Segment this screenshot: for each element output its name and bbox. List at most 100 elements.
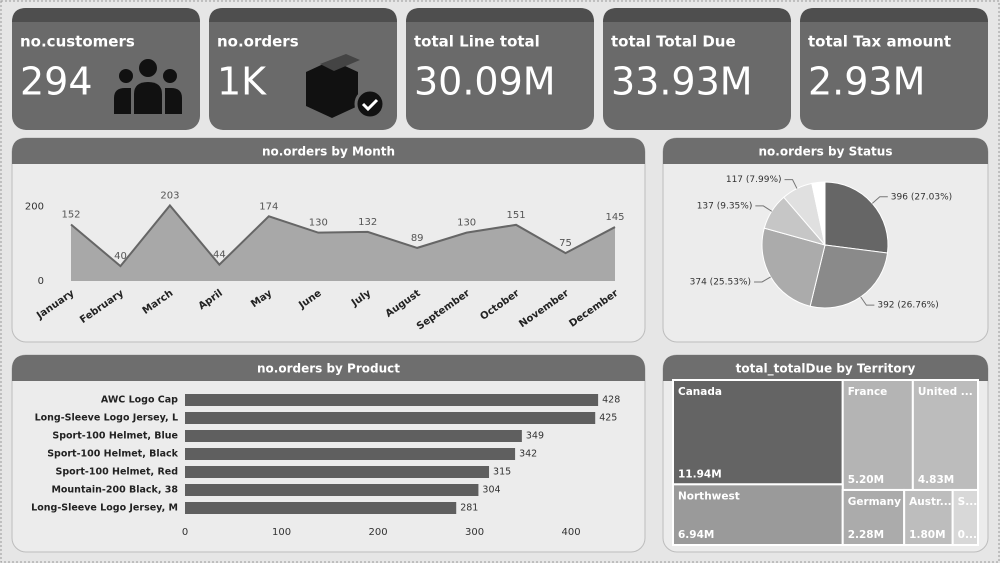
bar — [185, 466, 490, 478]
panel-header — [663, 138, 988, 164]
card-label: no.customers — [20, 33, 135, 51]
data-label: 392 (26.76%) — [877, 301, 938, 311]
tile-label: Austr... — [909, 496, 952, 508]
panel-header — [12, 138, 645, 164]
card-label: no.orders — [217, 33, 299, 51]
data-label: 132 — [358, 217, 377, 228]
panel-title: no.orders by Status — [759, 145, 893, 159]
tile — [951, 488, 980, 546]
data-label: 44 — [213, 250, 226, 261]
card-top — [406, 8, 594, 22]
card-value: 30.09M — [414, 60, 556, 104]
data-label: 174 — [259, 201, 278, 212]
bar — [185, 430, 522, 442]
tile-label: Canada — [678, 386, 722, 398]
bar — [185, 484, 479, 496]
card-label: total Line total — [414, 33, 540, 51]
data-label: 75 — [559, 238, 572, 249]
card-value: 294 — [20, 60, 93, 104]
y-tick-label: Long-Sleeve Logo Jersey, L — [35, 413, 178, 424]
data-label: 145 — [605, 212, 624, 223]
leader-line — [755, 205, 773, 212]
card — [406, 8, 594, 130]
data-label: 349 — [526, 431, 544, 442]
leader-line — [871, 196, 888, 204]
data-label: 396 (27.03%) — [891, 192, 952, 202]
card-label: total Total Due — [611, 33, 736, 51]
pie-slice — [824, 181, 889, 254]
bar — [185, 502, 457, 514]
panel-header — [663, 355, 988, 381]
leader-line — [784, 179, 798, 189]
data-label: 137 (9.35%) — [697, 201, 753, 211]
data-label: 425 — [599, 413, 617, 424]
data-label: 342 — [519, 449, 537, 460]
people-icon — [114, 59, 182, 114]
box-icon — [306, 54, 386, 120]
tile-value: 5.20M — [848, 474, 884, 486]
y-tick-label: Sport-100 Helmet, Red — [56, 467, 178, 478]
data-label: 152 — [61, 209, 80, 220]
x-tick-label: 0 — [182, 527, 188, 538]
tile-value: 2.28M — [848, 529, 884, 541]
tile-value: 11.94M — [678, 468, 722, 480]
area — [71, 205, 615, 281]
data-label: 117 (7.99%) — [726, 175, 782, 185]
tile-value: 1.80M — [909, 529, 945, 541]
y-tick-label: 200 — [25, 202, 44, 213]
data-label: 374 (25.53%) — [690, 277, 751, 287]
tile-label: Northwest — [678, 490, 740, 502]
tile-value: 4.83M — [918, 474, 954, 486]
card-top — [209, 8, 397, 22]
y-tick-label: 0 — [38, 276, 44, 287]
data-label: 304 — [482, 485, 500, 496]
x-tick-label: 400 — [562, 527, 581, 538]
tile — [841, 488, 906, 546]
bar — [185, 448, 516, 460]
leader-line — [860, 296, 875, 306]
x-tick-label: 300 — [465, 527, 484, 538]
card — [603, 8, 791, 130]
card-top — [603, 8, 791, 22]
data-label: 315 — [493, 467, 511, 478]
card-value: 2.93M — [808, 60, 925, 104]
tile — [672, 379, 844, 486]
y-tick-label: Sport-100 Helmet, Blue — [52, 431, 178, 442]
data-label: 40 — [114, 251, 127, 262]
data-label: 281 — [460, 503, 478, 514]
card-top — [800, 8, 988, 22]
y-tick-label: Mountain-200 Black, 38 — [51, 485, 178, 496]
panel-header — [12, 355, 645, 381]
tile-label: S... — [958, 496, 978, 508]
y-tick-label: AWC Logo Cap — [101, 395, 178, 406]
card — [800, 8, 988, 130]
tile-label: France — [848, 386, 888, 398]
leader-line — [754, 276, 771, 283]
x-tick-label: 100 — [272, 527, 291, 538]
card-top — [12, 8, 200, 22]
tile-value: 6.94M — [678, 529, 714, 541]
tile — [903, 488, 954, 546]
y-tick-label: Long-Sleeve Logo Jersey, M — [31, 503, 178, 514]
data-label: 428 — [602, 395, 620, 406]
bar — [185, 394, 599, 406]
tile-value: 0... — [958, 529, 977, 541]
bar — [185, 412, 596, 424]
panel-title: no.orders by Month — [262, 145, 395, 159]
pie-slice — [811, 181, 826, 246]
x-tick-label: 200 — [368, 527, 387, 538]
data-label: 151 — [507, 210, 526, 221]
tile — [672, 483, 844, 546]
pie-slice — [809, 244, 889, 309]
line — [70, 203, 616, 268]
tile — [911, 379, 979, 491]
card-value: 1K — [217, 60, 267, 104]
y-tick-label: Sport-100 Helmet, Black — [47, 449, 178, 460]
panel-title: no.orders by Product — [257, 362, 400, 376]
card-value: 33.93M — [611, 60, 753, 104]
tile-label: Germany — [848, 496, 901, 508]
data-label: 130 — [457, 218, 476, 229]
data-label: 89 — [411, 233, 424, 244]
